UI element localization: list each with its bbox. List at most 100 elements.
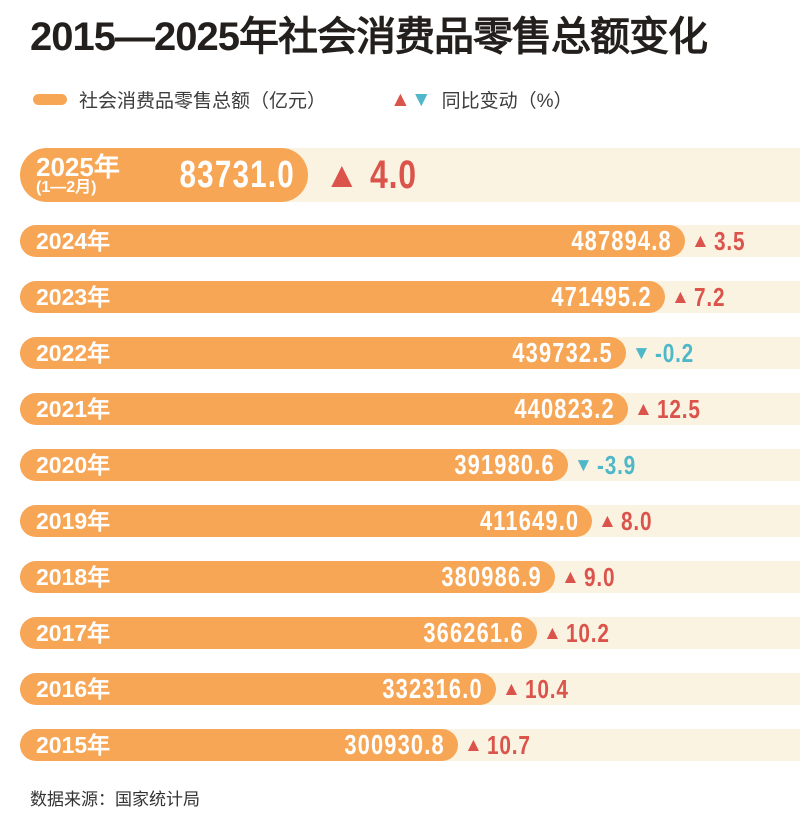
year-label: 2016年 <box>36 675 111 702</box>
year-label: 2015年 <box>36 731 111 758</box>
year-label: 2022年 <box>36 339 111 366</box>
change-indicator: ▲ 10.2 <box>543 617 620 649</box>
change-value: 7.2 <box>693 281 726 312</box>
change-value: 10.4 <box>524 673 569 704</box>
triangle-down-icon: ▼ <box>632 342 651 364</box>
change-indicator: ▼ -0.2 <box>632 337 704 369</box>
chart-row: 2024年 487894.8 ▲ 3.5 <box>20 225 800 257</box>
year-sublabel: (1—2月) <box>36 178 97 196</box>
change-indicator: ▲ 10.4 <box>502 673 579 705</box>
triangle-up-icon: ▲ <box>671 286 690 308</box>
value-label: 440823.2 <box>514 393 615 424</box>
value-label: 380986.9 <box>441 561 542 592</box>
year-label: 2021年 <box>36 395 111 422</box>
change-indicator: ▲ 4.0 <box>324 148 428 202</box>
chart-row: 2019年 411649.0 ▲ 8.0 <box>20 505 800 537</box>
triangle-up-icon: ▲ <box>390 87 411 111</box>
value-bar: 2022年 439732.5 <box>20 337 626 369</box>
chart-row: 2020年 391980.6 ▼ -3.9 <box>20 449 800 481</box>
change-value: 3.5 <box>713 225 746 256</box>
change-indicator: ▲ 12.5 <box>634 393 711 425</box>
triangle-up-icon: ▲ <box>561 566 580 588</box>
year-label-group: 2022年 <box>36 339 111 366</box>
value-bar: 2018年 380986.9 <box>20 561 555 593</box>
value-label: 411649.0 <box>479 505 579 536</box>
change-value: 4.0 <box>369 152 417 197</box>
page-title: 2015—2025年社会消费品零售总额变化 <box>30 15 708 59</box>
triangle-down-icon: ▼ <box>410 87 432 111</box>
change-indicator: ▲ 3.5 <box>691 225 753 257</box>
chart-row: 2025年 (1—2月) 83731.0 ▲ 4.0 <box>20 148 800 202</box>
value-bar: 2025年 (1—2月) 83731.0 <box>20 148 308 202</box>
change-value: 9.0 <box>583 561 616 592</box>
year-label-group: 2019年 <box>36 507 111 534</box>
triangle-up-icon: ▲ <box>324 154 360 195</box>
year-label-group: 2020年 <box>36 451 111 478</box>
year-label: 2020年 <box>36 451 111 478</box>
value-label: 471495.2 <box>551 281 652 312</box>
bar-swatch-icon <box>33 93 67 105</box>
value-label: 300930.8 <box>344 729 445 760</box>
year-label-group: 2021年 <box>36 395 111 422</box>
triangle-up-icon: ▲ <box>634 398 653 420</box>
value-label: 332316.0 <box>382 673 483 704</box>
triangle-up-icon: ▲ <box>464 734 483 756</box>
change-value: 10.7 <box>486 729 531 760</box>
change-value: -0.2 <box>654 337 694 368</box>
legend-label-change: 同比变动（%） <box>441 90 573 112</box>
chart-row: 2015年 300930.8 ▲ 10.7 <box>20 729 800 761</box>
year-label-group: 2016年 <box>36 675 111 702</box>
chart-row: 2023年 471495.2 ▲ 7.2 <box>20 281 800 313</box>
year-label-group: 2015年 <box>36 731 111 758</box>
value-bar: 2023年 471495.2 <box>20 281 665 313</box>
bar-chart: 2025年 (1—2月) 83731.0 ▲ 4.0 2024年 487894.… <box>20 148 800 761</box>
change-indicator: ▲ 7.2 <box>671 281 733 313</box>
legend: 社会消费品零售总额（亿元） ▲ ▼ 同比变动（%） <box>33 86 800 112</box>
year-label: 2024年 <box>36 227 111 254</box>
legend-change-icons: ▲ ▼ <box>390 89 432 110</box>
year-label-group: 2018年 <box>36 563 111 590</box>
value-bar: 2020年 391980.6 <box>20 449 568 481</box>
chart-row: 2017年 366261.6 ▲ 10.2 <box>20 617 800 649</box>
triangle-down-icon: ▼ <box>574 454 593 476</box>
triangle-up-icon: ▲ <box>691 230 710 252</box>
data-source-note: 数据来源：国家统计局 <box>30 790 200 809</box>
year-label: 2017年 <box>36 619 111 646</box>
value-bar: 2015年 300930.8 <box>20 729 458 761</box>
change-indicator: ▼ -3.9 <box>574 449 646 481</box>
change-value: 8.0 <box>620 505 653 536</box>
change-indicator: ▲ 9.0 <box>561 561 623 593</box>
triangle-up-icon: ▲ <box>502 678 521 700</box>
chart-row: 2022年 439732.5 ▼ -0.2 <box>20 337 800 369</box>
value-label: 83731.0 <box>179 153 295 196</box>
year-label-group: 2025年 (1—2月) <box>36 154 147 197</box>
value-bar: 2019年 411649.0 <box>20 505 592 537</box>
value-bar: 2021年 440823.2 <box>20 393 628 425</box>
value-label: 366261.6 <box>423 617 524 648</box>
change-indicator: ▲ 8.0 <box>598 505 660 537</box>
infographic-page: 2015—2025年社会消费品零售总额变化 社会消费品零售总额（亿元） ▲ ▼ … <box>0 14 800 824</box>
change-value: -3.9 <box>596 449 636 480</box>
chart-row: 2016年 332316.0 ▲ 10.4 <box>20 673 800 705</box>
value-bar: 2017年 366261.6 <box>20 617 537 649</box>
chart-row: 2021年 440823.2 ▲ 12.5 <box>20 393 800 425</box>
year-label-group: 2024年 <box>36 227 111 254</box>
year-label: 2025年 <box>36 151 120 182</box>
value-bar: 2016年 332316.0 <box>20 673 496 705</box>
year-label: 2019年 <box>36 507 111 534</box>
value-label: 391980.6 <box>454 449 555 480</box>
year-label-group: 2023年 <box>36 283 111 310</box>
triangle-up-icon: ▲ <box>543 622 562 644</box>
triangle-up-icon: ▲ <box>598 510 617 532</box>
change-value: 12.5 <box>656 393 701 424</box>
legend-label-total: 社会消费品零售总额（亿元） <box>79 90 327 112</box>
year-label: 2023年 <box>36 283 111 310</box>
value-label: 487894.8 <box>571 225 672 256</box>
change-value: 10.2 <box>565 617 610 648</box>
value-label: 439732.5 <box>512 337 613 368</box>
year-label-group: 2017年 <box>36 619 111 646</box>
change-indicator: ▲ 10.7 <box>464 729 541 761</box>
year-label: 2018年 <box>36 563 111 590</box>
chart-row: 2018年 380986.9 ▲ 9.0 <box>20 561 800 593</box>
value-bar: 2024年 487894.8 <box>20 225 685 257</box>
